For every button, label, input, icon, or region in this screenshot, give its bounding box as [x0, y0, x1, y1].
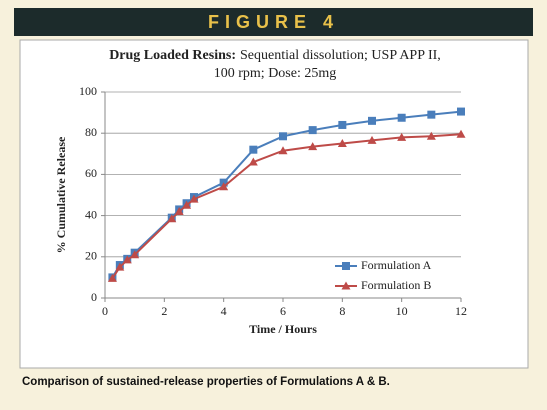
y-axis-label: % Cumulative Release: [54, 136, 68, 253]
title-part: Sequential dissolution; USP APP II,: [240, 48, 441, 63]
y-tick-label: 40: [85, 207, 97, 221]
marker: [278, 146, 288, 155]
x-axis-label: Time / Hours: [249, 322, 317, 336]
y-tick-label: 100: [79, 84, 97, 98]
x-tick-label: 6: [280, 304, 286, 318]
legend-marker: [342, 262, 350, 270]
x-tick-label: 10: [396, 304, 408, 318]
caption: Comparison of sustained-release properti…: [22, 376, 390, 388]
marker: [367, 135, 377, 144]
marker: [426, 131, 436, 140]
marker: [115, 262, 125, 271]
x-tick-label: 0: [102, 304, 108, 318]
chart-title: Drug Loaded Resins: Sequential dissolutio…: [109, 48, 441, 63]
marker: [167, 214, 177, 223]
marker: [189, 194, 199, 203]
marker: [107, 273, 117, 282]
x-tick-label: 4: [221, 304, 227, 318]
marker: [130, 250, 140, 259]
marker: [397, 113, 406, 122]
chart: Drug Loaded Resins: Sequential dissolutio…: [19, 39, 529, 369]
marker: [457, 107, 465, 116]
chart-title-line: 100 rpm; Dose: 25mg: [214, 66, 337, 81]
legend-marker: [341, 281, 351, 290]
y-tick-label: 0: [91, 290, 97, 304]
y-tick-label: 80: [85, 125, 97, 139]
marker: [249, 145, 258, 154]
y-tick-label: 60: [85, 166, 97, 180]
legend-label: Formulation B: [361, 278, 431, 292]
marker: [427, 110, 436, 119]
marker: [182, 200, 192, 209]
marker: [308, 142, 318, 151]
x-tick-label: 12: [455, 304, 467, 318]
y-tick-label: 20: [85, 249, 97, 263]
marker: [279, 132, 287, 141]
marker: [308, 126, 317, 135]
marker: [174, 206, 184, 215]
marker: [122, 255, 132, 264]
title-bold: Drug Loaded Resins:: [109, 48, 236, 63]
marker: [219, 182, 229, 191]
marker: [337, 139, 347, 147]
figure-label: FIGURE 4: [14, 8, 533, 36]
marker: [338, 120, 347, 129]
x-tick-label: 2: [161, 304, 167, 318]
marker: [397, 132, 407, 141]
x-tick-label: 8: [339, 304, 345, 318]
legend-label: Formulation A: [361, 258, 432, 272]
marker: [368, 116, 376, 125]
marker: [248, 157, 258, 166]
marker: [456, 129, 466, 138]
